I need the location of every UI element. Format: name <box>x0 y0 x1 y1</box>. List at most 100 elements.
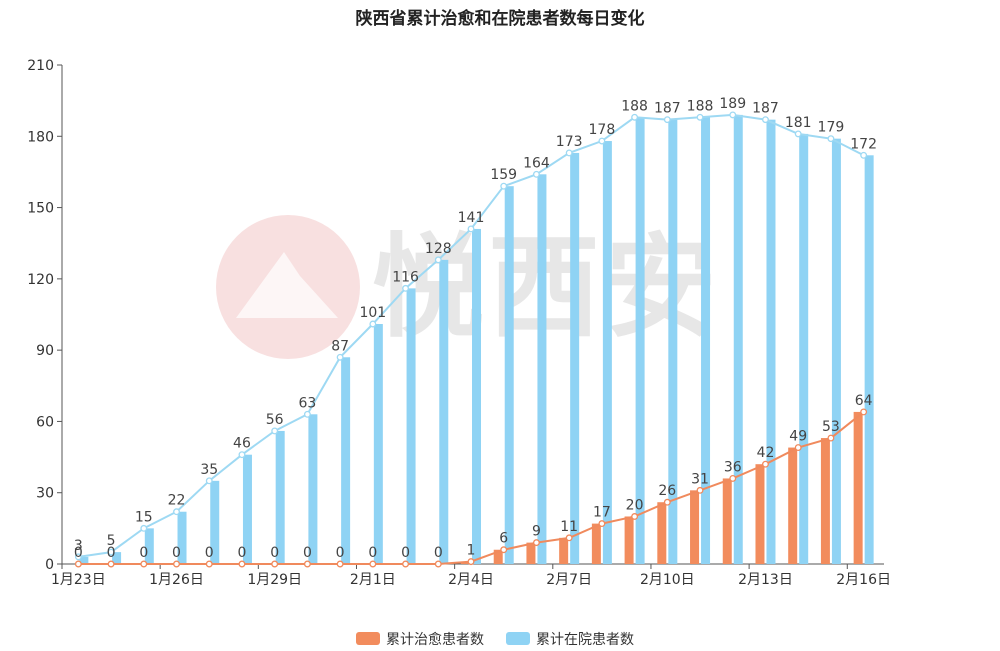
point-cured <box>663 498 671 506</box>
x-tick-label: 1月26日 <box>149 572 204 588</box>
bar-hospitalized <box>144 528 154 564</box>
data-label-cured: 6 <box>499 531 508 547</box>
data-label-cured: 0 <box>434 545 443 561</box>
point-hospitalized <box>74 553 82 561</box>
point-hospitalized <box>663 116 671 124</box>
bar-hospitalized <box>177 511 187 564</box>
point-hospitalized <box>500 182 508 190</box>
data-label-hospitalized: 3 <box>74 538 83 554</box>
bar-cured <box>755 464 765 564</box>
data-label-hospitalized: 188 <box>621 98 648 114</box>
point-hospitalized <box>173 508 180 516</box>
y-tick-label: 120 <box>27 272 54 288</box>
point-cured <box>762 460 769 468</box>
point-cured <box>336 560 344 568</box>
bar-cured <box>853 411 863 564</box>
legend-label-hospitalized: 累计在院患者数 <box>536 632 634 648</box>
bar-hospitalized <box>537 174 547 565</box>
data-label-hospitalized: 141 <box>458 210 485 226</box>
bar-cured <box>624 516 634 564</box>
bar-hospitalized <box>864 155 874 565</box>
data-label-hospitalized: 56 <box>266 412 284 428</box>
point-hospitalized <box>271 427 279 435</box>
point-cured <box>205 560 213 568</box>
point-cured <box>140 560 148 568</box>
point-cured <box>696 486 704 494</box>
point-cured <box>434 560 442 568</box>
bar-hospitalized <box>766 119 776 565</box>
bar-hospitalized <box>570 152 580 564</box>
bar-hospitalized <box>439 259 449 564</box>
point-hospitalized <box>827 135 835 143</box>
point-cured <box>271 560 279 568</box>
point-cured <box>467 558 475 566</box>
point-cured <box>107 560 115 568</box>
bar-cured <box>526 542 536 564</box>
bar-cured <box>493 549 503 564</box>
bar-hospitalized <box>242 454 252 564</box>
data-label-cured: 0 <box>401 545 410 561</box>
bar-cured <box>657 502 667 564</box>
data-label-cured: 31 <box>691 471 709 487</box>
data-label-hospitalized: 87 <box>331 338 349 354</box>
data-label-hospitalized: 128 <box>425 241 452 257</box>
y-tick-label: 30 <box>36 486 54 502</box>
y-tick-label: 210 <box>27 58 54 74</box>
point-cured <box>173 560 180 568</box>
data-label-cured: 42 <box>757 445 775 461</box>
point-hospitalized <box>107 548 115 556</box>
bar-hospitalized <box>79 556 89 564</box>
bar-hospitalized <box>701 117 711 565</box>
point-cured <box>631 513 639 520</box>
bar-hospitalized <box>275 430 285 564</box>
data-label-hospitalized: 159 <box>490 167 517 183</box>
bar-hospitalized <box>406 288 416 564</box>
bar-hospitalized <box>341 357 351 564</box>
bar-cured <box>788 447 798 564</box>
point-cured <box>238 560 246 568</box>
data-label-cured: 0 <box>74 545 83 561</box>
data-label-cured: 0 <box>336 545 345 561</box>
point-hospitalized <box>762 116 769 124</box>
data-label-cured: 0 <box>368 545 377 561</box>
point-hospitalized <box>565 149 573 157</box>
bar-hospitalized <box>831 138 841 564</box>
data-label-hospitalized: 35 <box>200 462 218 478</box>
data-label-cured: 64 <box>855 393 873 409</box>
data-label-cured: 0 <box>237 545 246 561</box>
x-tick-label: 1月29日 <box>247 572 302 588</box>
legend-swatch-hospitalized <box>506 632 530 645</box>
bar-hospitalized <box>635 117 645 565</box>
point-hospitalized <box>369 320 377 328</box>
data-label-hospitalized: 116 <box>392 269 419 285</box>
point-hospitalized <box>860 151 868 159</box>
bar-hospitalized <box>504 186 514 564</box>
bar-hospitalized <box>308 414 318 564</box>
data-label-cured: 0 <box>205 545 214 561</box>
point-hospitalized <box>631 113 639 121</box>
data-label-hospitalized: 172 <box>850 136 877 152</box>
data-label-hospitalized: 178 <box>589 122 616 138</box>
data-label-hospitalized: 187 <box>654 101 681 117</box>
x-tick-label: 2月4日 <box>448 572 494 588</box>
data-label-hospitalized: 179 <box>818 120 845 136</box>
bar-hospitalized <box>799 133 809 564</box>
line-cured <box>78 411 865 565</box>
legend: 累计治愈患者数 累计在院患者数 <box>356 632 634 648</box>
point-cured <box>598 520 606 528</box>
x-tick-label: 2月10日 <box>640 572 695 588</box>
point-hospitalized <box>532 170 540 178</box>
data-label-cured: 1 <box>467 543 476 559</box>
x-tick-label: 2月16日 <box>836 572 891 588</box>
data-label-cured: 17 <box>593 505 611 521</box>
data-label-cured: 0 <box>172 545 181 561</box>
data-label-cured: 0 <box>107 545 116 561</box>
y-tick-label: 150 <box>27 201 54 217</box>
data-label-hospitalized: 22 <box>168 493 186 509</box>
legend-label-cured: 累计治愈患者数 <box>386 632 484 648</box>
bar-cured <box>722 478 732 564</box>
bar-cured <box>690 490 700 564</box>
point-cured <box>500 546 508 554</box>
bar-hospitalized <box>112 552 122 564</box>
